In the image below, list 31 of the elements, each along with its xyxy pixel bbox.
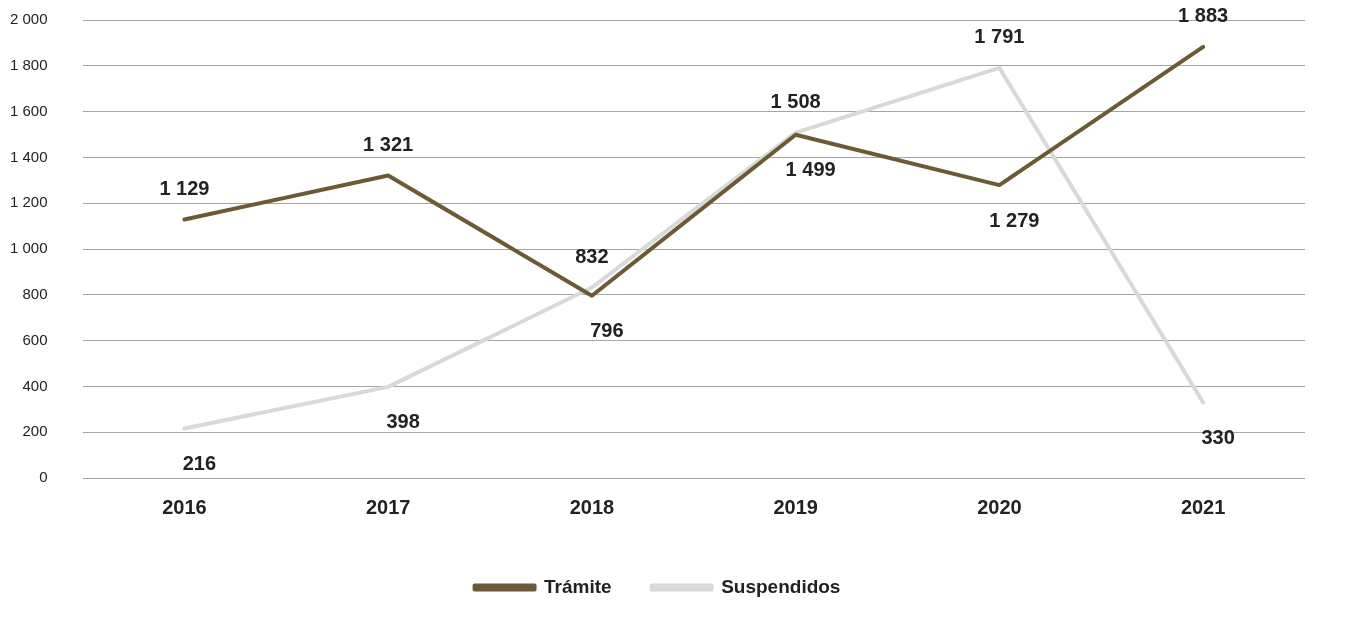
y-tick-label: 1 000 (9, 239, 48, 257)
y-tick-label: 600 (22, 330, 48, 348)
data-label: 398 (386, 410, 420, 433)
data-label: 1 499 (785, 158, 836, 181)
data-label: 1 883 (1178, 4, 1229, 27)
y-tick-label: 0 (39, 468, 48, 486)
y-tick-label: 1 400 (9, 147, 48, 165)
x-tick-label: 2020 (977, 495, 1022, 518)
data-label: 216 (182, 452, 217, 475)
x-tick-label: 2018 (569, 495, 615, 518)
y-tick-label: 1 200 (9, 193, 48, 211)
data-label: 1 279 (989, 208, 1040, 231)
x-tick-label: 2016 (162, 495, 207, 518)
y-tick-label: 1 800 (9, 55, 48, 73)
data-label: 1 791 (974, 25, 1025, 48)
y-tick-label: 1 600 (9, 101, 48, 119)
y-tick-label: 2 000 (9, 10, 48, 28)
x-tick-label: 2019 (773, 495, 818, 518)
data-label: 1 129 (159, 176, 210, 199)
legend-label: Trámite (544, 575, 612, 597)
y-tick-label: 400 (22, 376, 48, 394)
data-label: 330 (1201, 425, 1235, 448)
y-tick-label: 800 (22, 284, 48, 302)
data-label: 832 (575, 244, 609, 267)
x-tick-label: 2021 (1180, 495, 1226, 518)
data-label: 1 321 (363, 133, 414, 156)
data-label: 796 (590, 319, 624, 342)
x-tick-label: 2017 (365, 495, 411, 518)
legend-label: Suspendidos (721, 575, 841, 597)
y-tick-label: 200 (22, 422, 48, 440)
data-label: 1 508 (770, 90, 821, 113)
